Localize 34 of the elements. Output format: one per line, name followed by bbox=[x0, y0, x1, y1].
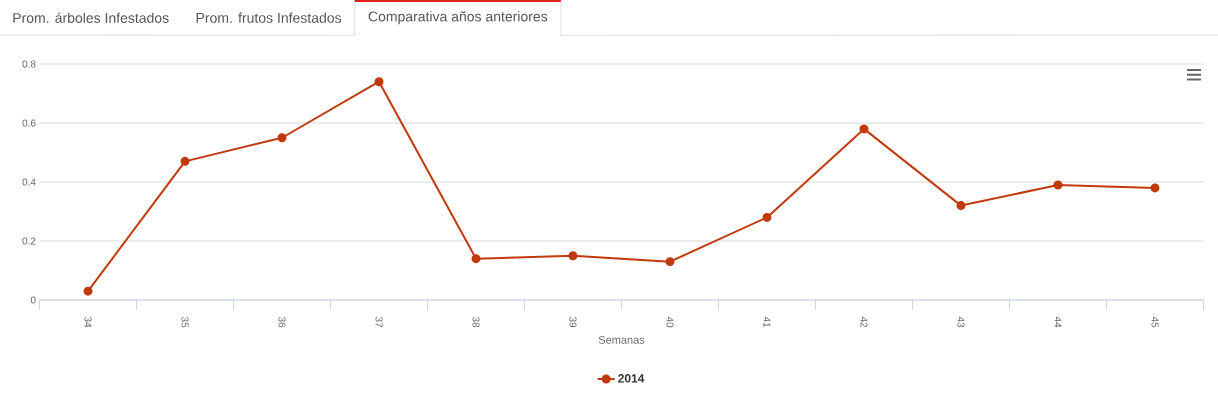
point bbox=[180, 156, 190, 166]
x-tick-label: 39 bbox=[569, 316, 577, 328]
point bbox=[277, 133, 287, 143]
point bbox=[471, 254, 481, 264]
x-tick-label: 37 bbox=[375, 316, 383, 328]
point bbox=[83, 286, 93, 296]
x-axis-title: Semanas bbox=[598, 335, 645, 344]
legend-label: 2014 bbox=[618, 374, 645, 383]
x-tick-label: 42 bbox=[860, 316, 868, 328]
x-tick-label: 44 bbox=[1054, 316, 1062, 328]
x-tick-label: 40 bbox=[666, 316, 674, 328]
y-tick-label: 0.8 bbox=[22, 60, 36, 68]
x-tick-label: 45 bbox=[1151, 316, 1159, 328]
point bbox=[374, 77, 384, 87]
text: Prom. árboles Infestados bbox=[13, 12, 169, 23]
point bbox=[762, 212, 772, 222]
x-tick-label: 35 bbox=[181, 316, 189, 328]
x-tick-label: 34 bbox=[84, 316, 92, 328]
point bbox=[1053, 180, 1063, 190]
point bbox=[568, 251, 578, 261]
point bbox=[665, 257, 675, 267]
x-tick-label: 43 bbox=[957, 316, 965, 328]
x-tick-label: 36 bbox=[278, 316, 286, 328]
y-tick-label: 0.4 bbox=[22, 178, 36, 186]
x-tick-label: 41 bbox=[763, 316, 771, 328]
y-tick-label: 0 bbox=[30, 296, 36, 304]
point bbox=[956, 201, 966, 211]
point bbox=[1150, 183, 1160, 193]
point bbox=[859, 124, 869, 134]
x-tick-label: 38 bbox=[472, 316, 480, 328]
text: Comparativa años anteriores bbox=[368, 11, 548, 25]
text: Prom. frutos Infestados bbox=[196, 12, 342, 23]
y-tick-label: 0.6 bbox=[22, 119, 36, 127]
y-tick-label: 0.2 bbox=[22, 237, 36, 245]
